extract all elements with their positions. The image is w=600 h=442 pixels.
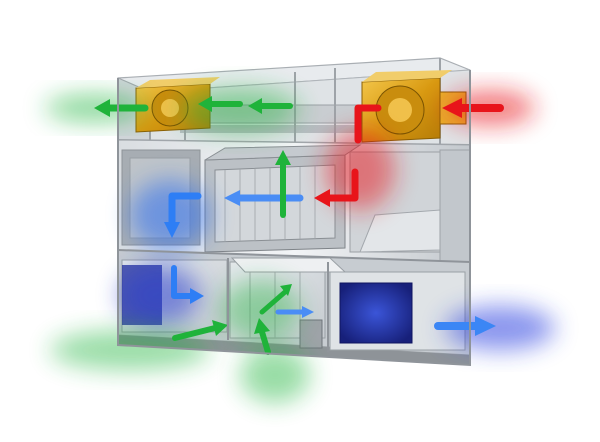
- arrow-icon: [94, 96, 504, 355]
- airflow-glow: [45, 88, 555, 403]
- heat-exchanger-icon: [204, 144, 362, 253]
- front-frame: [117, 70, 471, 367]
